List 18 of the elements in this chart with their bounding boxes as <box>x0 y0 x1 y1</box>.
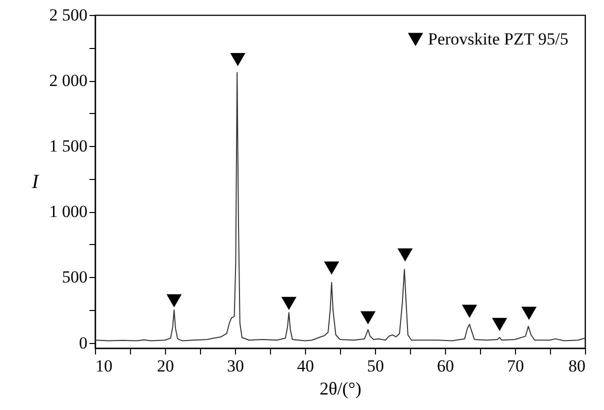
y-tick-label: 2 000 <box>49 71 88 90</box>
y-axis-title: I <box>30 171 40 193</box>
y-tick-label: 0 <box>79 333 88 352</box>
legend-label: Perovskite PZT 95/5 <box>428 30 568 48</box>
y-tick-label: 2 500 <box>49 6 88 24</box>
y-tick-label: 1 500 <box>49 136 88 156</box>
x-tick-label: 70 <box>507 356 524 376</box>
line-series <box>95 72 585 342</box>
x-tick-label: 40 <box>297 356 314 376</box>
x-tick-label: 60 <box>437 356 454 376</box>
y-tick-label: 500 <box>62 268 88 287</box>
x-axis-title: 2θ/(°) <box>320 378 362 398</box>
x-tick-label: 10 <box>96 356 112 376</box>
x-tick-label: 30 <box>227 356 244 376</box>
y-tick-label: 1 000 <box>49 202 88 222</box>
x-tick-label: 20 <box>157 356 174 376</box>
x-tick-label: 50 <box>367 356 384 376</box>
x-tick-label: 80 <box>568 356 586 376</box>
